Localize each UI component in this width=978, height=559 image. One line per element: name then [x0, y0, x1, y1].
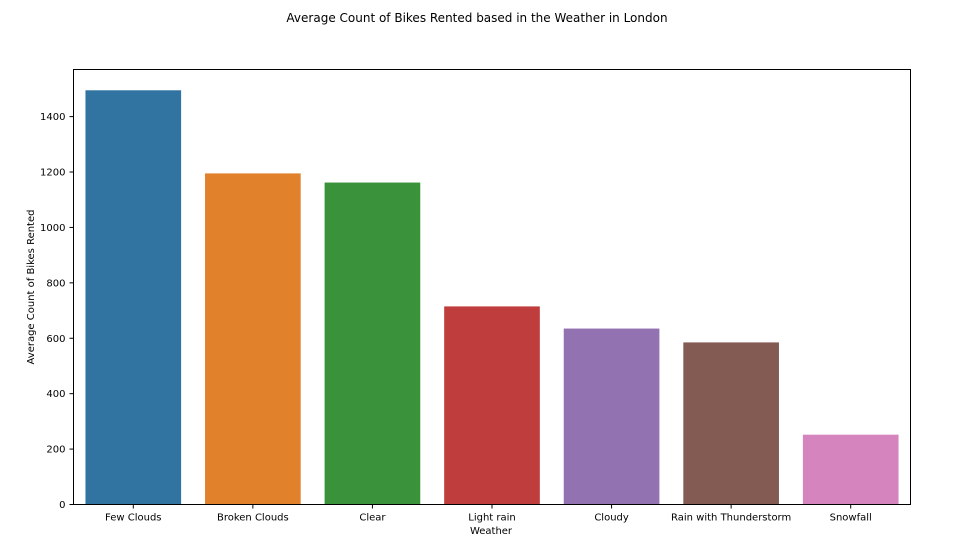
y-tick-label: 400 [46, 389, 65, 400]
x-axis: Few Clouds Broken Clouds Clear Light rain Cl… [105, 504, 872, 524]
y-tick-label: 1200 [40, 168, 65, 179]
y-tick-label: 0 [59, 500, 65, 511]
x-tick-label: Light rain [468, 513, 516, 524]
x-tick-label: Cloudy [594, 513, 629, 524]
bar-light-rain [444, 306, 540, 505]
chart-title: Average Count of Bikes Rented based in t… [286, 11, 667, 25]
bar-broken-clouds [205, 173, 301, 505]
y-tick-label: 600 [46, 334, 65, 345]
bar-rain-with-thunderstorm [683, 342, 779, 505]
y-axis-label: Average Count of Bikes Rented [26, 210, 37, 365]
bars [85, 90, 899, 505]
y-tick-label: 800 [46, 278, 65, 289]
plot-frame [73, 69, 911, 505]
x-tick-label: Few Clouds [105, 513, 162, 524]
x-axis-label: Weather [470, 526, 513, 537]
y-tick-label: 1400 [40, 112, 65, 123]
y-axis: 0 200 400 600 800 1000 1200 1400 [40, 112, 74, 511]
x-tick-label: Broken Clouds [217, 513, 289, 524]
bar-few-clouds [85, 90, 182, 505]
bar-clear [324, 182, 421, 505]
y-tick-label: 1000 [40, 223, 65, 234]
x-tick-label: Snowfall [830, 513, 872, 524]
x-tick-label: Rain with Thunderstorm [671, 513, 791, 524]
bar-snowfall [802, 434, 899, 505]
x-tick-label: Clear [359, 513, 386, 524]
y-tick-label: 200 [46, 445, 65, 456]
bar-cloudy [563, 328, 660, 505]
